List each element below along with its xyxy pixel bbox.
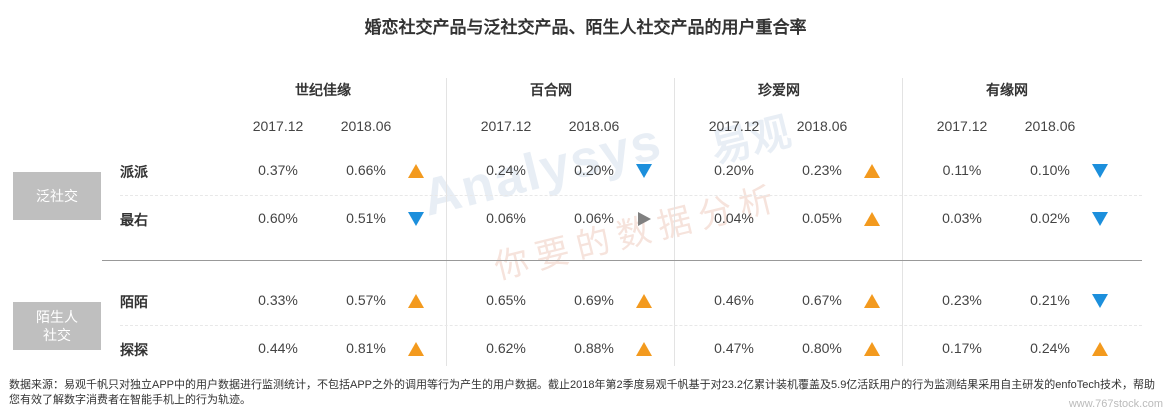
trend-down-icon — [636, 164, 652, 178]
period-label: 2018.06 — [1024, 118, 1076, 134]
group-label: 泛社交 — [13, 172, 101, 220]
value-2017: 0.33% — [258, 292, 298, 308]
group-label: 陌生人 社交 — [13, 302, 101, 350]
value-2018: 0.21% — [1030, 292, 1070, 308]
value-2017: 0.62% — [486, 340, 526, 356]
value-2018: 0.57% — [346, 292, 386, 308]
row-label: 最右 — [120, 212, 148, 228]
brand-divider — [902, 78, 903, 366]
period-label: 2017.12 — [252, 118, 304, 134]
value-2017: 0.47% — [714, 340, 754, 356]
trend-down-icon — [408, 212, 424, 226]
chart-title: 婚恋社交产品与泛社交产品、陌生人社交产品的用户重合率 — [364, 18, 807, 37]
trend-up-icon — [864, 342, 880, 356]
value-2017: 0.20% — [714, 162, 754, 178]
value-2018: 0.51% — [346, 210, 386, 226]
trend-up-icon — [408, 294, 424, 308]
trend-up-icon — [864, 294, 880, 308]
value-2018: 0.20% — [574, 162, 614, 178]
trend-flat-icon — [638, 212, 651, 226]
value-2018: 0.02% — [1030, 210, 1070, 226]
value-2017: 0.37% — [258, 162, 298, 178]
period-label: 2017.12 — [480, 118, 532, 134]
value-2018: 0.69% — [574, 292, 614, 308]
value-2018: 0.06% — [574, 210, 614, 226]
value-2018: 0.10% — [1030, 162, 1070, 178]
value-2017: 0.06% — [486, 210, 526, 226]
group-label-line: 社交 — [43, 327, 71, 343]
brand-divider — [674, 78, 675, 366]
period-label: 2018.06 — [340, 118, 392, 134]
value-2018: 0.88% — [574, 340, 614, 356]
value-2017: 0.11% — [942, 162, 982, 178]
value-2017: 0.46% — [714, 292, 754, 308]
period-label: 2017.12 — [708, 118, 760, 134]
row-label: 派派 — [120, 164, 148, 180]
trend-down-icon — [1092, 164, 1108, 178]
trend-up-icon — [408, 342, 424, 356]
period-label: 2018.06 — [568, 118, 620, 134]
group-label-line: 泛社交 — [36, 188, 78, 204]
trend-up-icon — [1092, 342, 1108, 356]
value-2017: 0.17% — [942, 340, 982, 356]
row-separator — [120, 195, 1142, 196]
group-separator — [102, 260, 1142, 261]
period-label: 2018.06 — [796, 118, 848, 134]
watermark-slogan: 你要的数据分析 — [490, 178, 786, 287]
brand-header: 有缘网 — [986, 82, 1028, 98]
row-label: 探探 — [120, 342, 148, 358]
value-2018: 0.66% — [346, 162, 386, 178]
trend-down-icon — [1092, 212, 1108, 226]
brand-divider — [446, 78, 447, 366]
brand-header: 珍爱网 — [758, 82, 800, 98]
value-2018: 0.80% — [802, 340, 842, 356]
group-label-line: 陌生人 — [36, 309, 78, 325]
trend-down-icon — [1092, 294, 1108, 308]
value-2017: 0.04% — [714, 210, 754, 226]
value-2018: 0.05% — [802, 210, 842, 226]
row-separator — [120, 325, 1142, 326]
trend-up-icon — [864, 212, 880, 226]
value-2017: 0.23% — [942, 292, 982, 308]
source-note: 数据来源：易观千帆只对独立APP中的用户数据进行监测统计，不包括APP之外的调用… — [9, 379, 1155, 406]
brand-header: 世纪佳缘 — [295, 82, 351, 98]
value-2017: 0.60% — [258, 210, 298, 226]
value-2017: 0.03% — [942, 210, 982, 226]
value-2018: 0.67% — [802, 292, 842, 308]
trend-up-icon — [408, 164, 424, 178]
value-2017: 0.44% — [258, 340, 298, 356]
site-url: www.767stock.com — [1068, 398, 1163, 410]
trend-up-icon — [636, 294, 652, 308]
value-2017: 0.24% — [486, 162, 526, 178]
value-2018: 0.81% — [346, 340, 386, 356]
value-2018: 0.23% — [802, 162, 842, 178]
row-label: 陌陌 — [120, 294, 148, 310]
period-label: 2017.12 — [936, 118, 988, 134]
value-2017: 0.65% — [486, 292, 526, 308]
trend-up-icon — [864, 164, 880, 178]
value-2018: 0.24% — [1030, 340, 1070, 356]
brand-header: 百合网 — [530, 82, 572, 98]
trend-up-icon — [636, 342, 652, 356]
